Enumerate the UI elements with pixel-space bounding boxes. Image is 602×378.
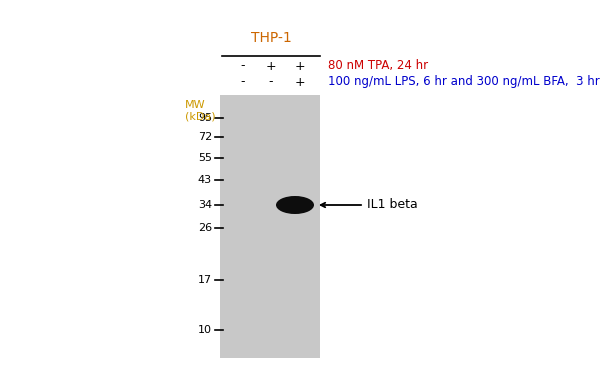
Text: 95: 95	[198, 113, 212, 123]
Text: +: +	[295, 59, 305, 73]
Text: -: -	[241, 76, 245, 88]
Text: 43: 43	[198, 175, 212, 185]
Text: 55: 55	[198, 153, 212, 163]
Text: +: +	[265, 59, 276, 73]
Text: 34: 34	[198, 200, 212, 210]
Text: -: -	[268, 76, 273, 88]
Text: 80 nM TPA, 24 hr: 80 nM TPA, 24 hr	[328, 59, 428, 73]
Text: 10: 10	[198, 325, 212, 335]
Text: 26: 26	[198, 223, 212, 233]
Text: 17: 17	[198, 275, 212, 285]
Ellipse shape	[276, 196, 314, 214]
Text: THP-1: THP-1	[250, 31, 291, 45]
Text: 72: 72	[197, 132, 212, 142]
Text: IL1 beta: IL1 beta	[367, 198, 418, 212]
Text: -: -	[241, 59, 245, 73]
Text: +: +	[295, 76, 305, 88]
Text: 100 ng/mL LPS, 6 hr and 300 ng/mL BFA,  3 hr: 100 ng/mL LPS, 6 hr and 300 ng/mL BFA, 3…	[328, 76, 600, 88]
Text: MW
(kDa): MW (kDa)	[185, 100, 216, 122]
Bar	[220, 95, 320, 358]
